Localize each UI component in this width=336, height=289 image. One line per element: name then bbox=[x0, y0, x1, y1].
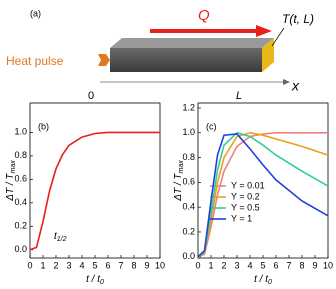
x-tick-label: 9 bbox=[312, 260, 317, 270]
y-axis-label: ΔT / Tmax bbox=[5, 160, 17, 202]
legend-label: Y = 0.5 bbox=[231, 202, 260, 212]
data-line bbox=[29, 131, 160, 251]
x-axis-label-sub: 0 bbox=[100, 279, 104, 286]
x-tick-label: 1 bbox=[40, 260, 45, 270]
flux-label: Q bbox=[198, 7, 210, 24]
origin-label: 0 bbox=[88, 90, 94, 102]
y-tick-label: 0.2 bbox=[182, 226, 195, 236]
x-axis-label-sub: 0 bbox=[268, 279, 272, 286]
x-axis-label: t / t0 bbox=[254, 274, 272, 286]
data-line bbox=[197, 131, 329, 258]
y-tick-label: 0.0 bbox=[182, 251, 195, 261]
x-tick-label: 1 bbox=[208, 260, 213, 270]
y-tick-label: 0.2 bbox=[14, 221, 27, 231]
annotation-sub: 1/2 bbox=[57, 236, 67, 243]
x-tick-label: 6 bbox=[273, 260, 278, 270]
x-tick-label: 9 bbox=[144, 260, 149, 270]
x-axis-label-main: t / t bbox=[254, 274, 269, 285]
axis-label: x bbox=[291, 78, 300, 94]
panel-label: (a) bbox=[30, 8, 41, 18]
y-axis-label-main: ΔT / T bbox=[5, 173, 16, 202]
x-tick-label: 7 bbox=[286, 260, 291, 270]
pulse-arrow bbox=[98, 54, 110, 66]
x-tick-label: 4 bbox=[79, 260, 84, 270]
data-line bbox=[197, 132, 328, 258]
x-tick-label: 3 bbox=[66, 260, 71, 270]
panel-label: (c) bbox=[206, 121, 217, 131]
x-tick-label: 6 bbox=[105, 260, 110, 270]
y-tick-label: 0.6 bbox=[182, 177, 195, 187]
y-axis-label-sub: max bbox=[178, 160, 185, 174]
annotation-main: t bbox=[54, 231, 58, 242]
x-tick-label: 10 bbox=[155, 260, 165, 270]
bar-end bbox=[262, 38, 274, 72]
annotation: t1/2 bbox=[54, 231, 67, 243]
x-tick-label: 5 bbox=[92, 260, 97, 270]
y-axis-label: ΔT / Tmax bbox=[173, 160, 185, 202]
y-axis-label-sub: max bbox=[10, 160, 17, 174]
y-tick-label: 0.6 bbox=[14, 174, 27, 184]
y-tick-label: 1.0 bbox=[182, 127, 195, 137]
x-tick-label: 8 bbox=[299, 260, 304, 270]
heat-pulse-label: Heat pulse bbox=[6, 54, 64, 68]
y-tick-label: 1.0 bbox=[14, 127, 27, 137]
legend-label: Y = 0.01 bbox=[231, 180, 265, 190]
y-axis-label-main: ΔT / T bbox=[173, 173, 184, 202]
x-axis-arrow bbox=[283, 79, 290, 85]
y-tick-label: 0.4 bbox=[182, 202, 195, 212]
legend-label: Y = 1 bbox=[231, 213, 252, 223]
temperature-label: T(t, L) bbox=[282, 12, 314, 26]
x-tick-label: 2 bbox=[53, 260, 58, 270]
bar-front bbox=[110, 48, 262, 72]
y-tick-label: 0.4 bbox=[14, 197, 27, 207]
data-line bbox=[197, 133, 329, 258]
x-tick-label: 10 bbox=[323, 260, 333, 270]
flux-arrow-head bbox=[256, 25, 272, 37]
x-tick-label: 5 bbox=[260, 260, 265, 270]
x-axis-label: t / t0 bbox=[86, 274, 104, 286]
x-tick-label: 0 bbox=[27, 260, 32, 270]
y-tick-label: 0.8 bbox=[182, 152, 195, 162]
y-tick-label: 0.0 bbox=[14, 244, 27, 254]
x-tick-label: 2 bbox=[221, 260, 226, 270]
x-tick-label: 7 bbox=[118, 260, 123, 270]
diagram: (a) Heat pulse Q T(t, L) 0 L x bbox=[6, 7, 314, 102]
data-line bbox=[197, 131, 329, 258]
bar-top bbox=[110, 38, 274, 48]
x-tick-label: 4 bbox=[247, 260, 252, 270]
x-tick-label: 8 bbox=[131, 260, 136, 270]
y-tick-label: 0.8 bbox=[14, 150, 27, 160]
panel-label: (b) bbox=[38, 121, 49, 131]
x-axis-label-main: t / t bbox=[86, 274, 101, 285]
plot-frame bbox=[29, 102, 161, 259]
y-tick-label: 1.2 bbox=[182, 102, 195, 112]
legend-label: Y = 0.2 bbox=[231, 191, 260, 201]
x-tick-label: 3 bbox=[234, 260, 239, 270]
length-label: L bbox=[236, 90, 242, 102]
x-tick-label: 0 bbox=[195, 260, 200, 270]
leader-line bbox=[271, 27, 285, 47]
